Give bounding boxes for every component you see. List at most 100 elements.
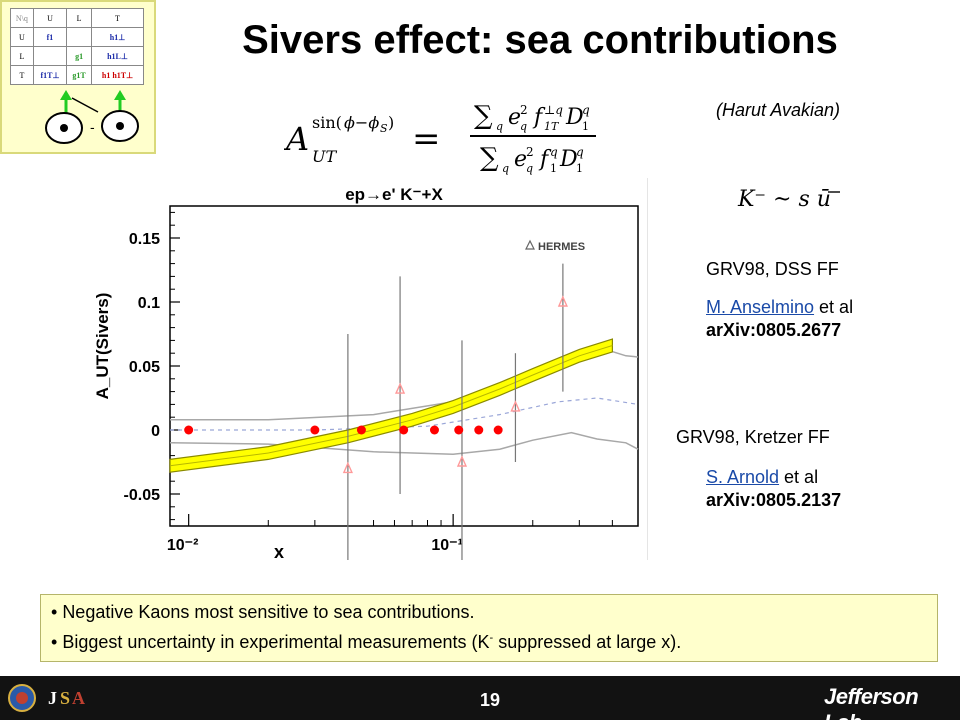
svg-text:2: 2: [526, 145, 534, 159]
note-grv98-dss: GRV98, DSS FF: [706, 259, 839, 279]
svg-text:A: A: [72, 688, 85, 708]
table-cell: h1L⊥: [90, 46, 145, 66]
green-arrowhead-icon: [60, 90, 72, 100]
y-tick-label: 0.05: [129, 359, 160, 376]
svg-text:1: 1: [582, 120, 589, 133]
sivers-table-thumbnail: N\q U L T U f1 h1⊥ L g1 h1L⊥ T f1T⊥ g1T …: [0, 0, 156, 154]
sivers-asymmetry-chart: ep→e' K⁻+X -0.05 0 0.05 0.1 0.15 10⁻² 10⁻¹ x A_UT…: [80, 178, 648, 560]
svg-text:e: e: [514, 147, 527, 172]
bullet-text: suppressed at large x).: [493, 632, 682, 652]
svg-text:q: q: [576, 145, 584, 159]
table-row-label: T: [10, 65, 34, 85]
svg-text:q: q: [526, 162, 533, 175]
minus-sign-icon: -: [90, 119, 95, 135]
hermes-point: [557, 295, 568, 307]
note-etal: et al: [779, 467, 819, 487]
x-tick-label: 10⁻¹: [431, 537, 463, 554]
green-arrowhead-icon: [114, 90, 126, 100]
slide-title: Sivers effect: sea contributions: [242, 18, 838, 62]
bullet-superscript: -: [489, 632, 494, 644]
svg-text:ϕ−ϕ: ϕ−ϕ: [344, 113, 379, 132]
hermes-point: [394, 382, 406, 394]
svg-text:D: D: [559, 147, 578, 172]
svg-text:∑: ∑: [474, 101, 493, 131]
table-header-l: L: [66, 8, 92, 28]
bullet-text: Negative Kaons most sensitive to sea con…: [62, 602, 475, 622]
y-tick-label: 0.15: [129, 231, 160, 248]
data-point: [310, 425, 320, 435]
svg-text:q: q: [496, 120, 503, 133]
svg-text:=: =: [412, 119, 441, 159]
chart-title: ep→e' K⁻+X: [345, 185, 443, 204]
svg-text:J: J: [48, 688, 57, 708]
chart-svg: ep→e' K⁻+X -0.05 0 0.05 0.1 0.15 10⁻² 10⁻¹ x A_UT…: [93, 185, 639, 560]
data-point: [399, 425, 409, 435]
y-tick-label: 0: [151, 423, 160, 440]
svg-text:q: q: [550, 145, 558, 159]
svg-text:e: e: [508, 105, 521, 130]
legend-marker: [525, 239, 535, 250]
y-tick-label: -0.05: [124, 487, 161, 504]
yellow-band-center: [169, 345, 613, 467]
svg-text:UT: UT: [312, 147, 337, 166]
jefferson-lab-logo: Jefferson Lab: [824, 684, 919, 720]
data-point: [184, 425, 194, 435]
data-point: [474, 425, 484, 435]
bullet-item: • Negative Kaons most sensitive to sea c…: [51, 602, 475, 622]
table-cell: [66, 27, 92, 47]
table-row-label: U: [10, 27, 34, 47]
footer-bar: J S A 19 Jefferson Lab: [0, 676, 960, 720]
arnold-link[interactable]: S. Arnold: [706, 467, 780, 487]
svg-text:1: 1: [576, 162, 583, 175]
sivers-asymmetry-formula: A sin( ϕ−ϕ S ) UT = ∑ q e 2 q f ⊥q 1T D …: [284, 101, 596, 175]
bullet-item: • Biggest uncertainty in experimental me…: [51, 632, 682, 652]
svg-text:A: A: [284, 120, 309, 158]
table-cell: h1⊥: [90, 27, 145, 47]
svg-text:1: 1: [550, 162, 557, 175]
table-cell: [32, 46, 68, 66]
table-header-u: U: [32, 8, 68, 28]
data-point: [454, 425, 464, 435]
svg-text:q: q: [582, 103, 590, 117]
svg-text:q: q: [502, 162, 509, 175]
anselmino-link[interactable]: M. Anselmino: [706, 297, 815, 317]
hermes-point: [342, 461, 353, 474]
hermes-point: [510, 400, 521, 412]
quark-dot-icon: [60, 124, 68, 132]
summary-box: • Negative Kaons most sensitive to sea c…: [40, 594, 938, 662]
note-etal: et al: [814, 297, 854, 317]
table-cell: f1T⊥: [32, 65, 68, 85]
svg-text:D: D: [565, 105, 584, 130]
page-number: 19: [479, 690, 501, 710]
data-point: [356, 425, 366, 435]
spin-diagram-icon: -: [45, 90, 139, 144]
svg-text:S: S: [60, 688, 70, 708]
svg-text:S: S: [380, 122, 388, 135]
attribution-label: (Harut Avakian): [716, 100, 841, 120]
table-row-label: L: [10, 46, 34, 66]
table-cell: g1: [66, 46, 92, 66]
quark-dot-icon: [116, 122, 124, 130]
k-minus-formula: K⁻ ~ s ū: [734, 180, 864, 216]
svg-text:⊥q: ⊥q: [544, 103, 563, 117]
note-arxiv-arnold: arXiv:0805.2137: [706, 490, 842, 510]
distribution-table: N\q U L T U f1 h1⊥ L g1 h1L⊥ T f1T⊥ g1T …: [10, 8, 145, 85]
legend-label: HERMES: [538, 241, 585, 253]
note-arnold: S. Arnold et al arXiv:0805.2137: [706, 466, 841, 512]
note-grv98-kretzer: GRV98, Kretzer FF: [676, 427, 830, 447]
black-arrow-icon: [71, 97, 99, 113]
y-tick-label: 0.1: [138, 295, 160, 312]
table-cell: h1 h1T⊥: [90, 65, 145, 85]
x-axis-label: x: [274, 542, 284, 560]
bullet-text: Biggest uncertainty in experimental meas…: [62, 632, 490, 652]
svg-text:q: q: [520, 120, 527, 133]
svg-text:2: 2: [520, 103, 528, 117]
note-arxiv-anselmino: arXiv:0805.2677: [706, 320, 842, 340]
svg-text:∑: ∑: [480, 143, 499, 173]
hermes-point: [456, 455, 468, 467]
note-anselmino: M. Anselmino et al arXiv:0805.2677: [706, 296, 853, 342]
table-corner: N\q: [10, 8, 34, 28]
svg-text:): ): [388, 113, 394, 132]
table-header-t: T: [90, 8, 145, 28]
x-tick-label: 10⁻²: [167, 537, 199, 554]
